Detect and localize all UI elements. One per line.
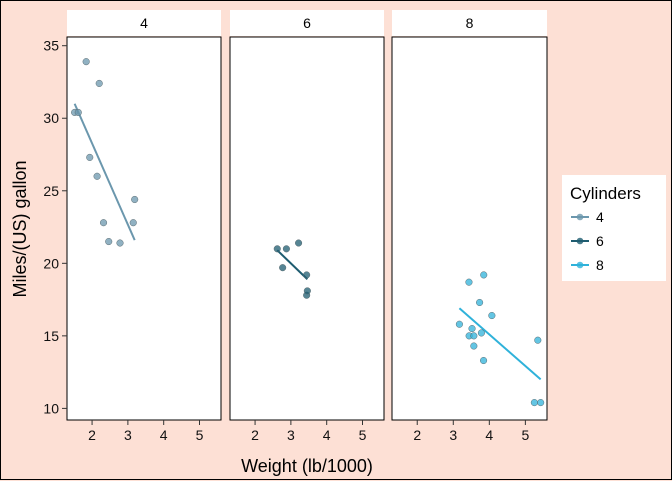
data-point: [534, 336, 542, 344]
data-point: [477, 329, 485, 337]
data-point: [488, 311, 496, 320]
x-axis-title: Weight (lb/1000): [241, 456, 373, 476]
legend-label: 6: [596, 233, 604, 249]
y-tick-label: 15: [43, 328, 59, 344]
x-tick-label: 5: [196, 427, 204, 443]
data-point: [273, 245, 281, 253]
x-tick-label: 5: [359, 427, 367, 443]
x-tick-label: 2: [251, 427, 259, 443]
trend-line-8: [458, 307, 542, 381]
data-point: [131, 195, 139, 204]
legend-key-point: [576, 237, 584, 245]
facet-strip-6: [230, 10, 384, 36]
data-point: [455, 320, 463, 328]
facet-strip-label: 4: [140, 15, 148, 31]
y-tick-label: 35: [43, 38, 59, 54]
x-tick-label: 4: [323, 427, 331, 443]
data-point: [470, 342, 478, 350]
data-point: [537, 399, 545, 407]
x-tick-label: 2: [88, 427, 96, 443]
data-point: [480, 271, 488, 279]
x-tick-label: 2: [413, 427, 421, 443]
data-point: [105, 238, 113, 246]
data-point: [303, 287, 311, 295]
legend-key-point: [576, 213, 584, 221]
legend-key-point: [576, 261, 584, 269]
data-point: [303, 271, 311, 279]
trend-line-4: [73, 103, 136, 241]
data-point: [93, 172, 101, 180]
x-tick-label: 5: [521, 427, 529, 443]
data-point: [282, 245, 290, 253]
trend-line-6: [276, 249, 309, 280]
x-tick-label: 3: [287, 427, 295, 443]
data-point: [74, 108, 82, 116]
facet-panel-4: [66, 36, 222, 421]
facet-panel-8: [391, 36, 548, 421]
y-tick-label: 30: [43, 110, 59, 126]
data-point: [95, 79, 103, 87]
data-point: [99, 219, 108, 227]
data-point: [279, 264, 287, 272]
y-tick-label: 10: [43, 400, 59, 416]
legend-label: 4: [596, 209, 604, 225]
data-point: [476, 298, 484, 307]
data-point: [468, 325, 476, 333]
data-point: [116, 239, 124, 247]
y-axis-title: Miles/(US) gallon: [10, 160, 30, 297]
facet-strip-4: [67, 10, 221, 36]
facet-panel-6: [229, 36, 385, 421]
facet-strip-8: [392, 10, 547, 36]
data-point: [465, 278, 473, 286]
legend-label: 8: [596, 257, 604, 273]
data-point: [295, 239, 303, 247]
x-tick-label: 4: [485, 427, 493, 443]
x-tick-label: 3: [124, 427, 132, 443]
legend-title: Cylinders: [570, 184, 641, 203]
data-point: [86, 153, 94, 161]
data-point: [129, 219, 137, 227]
data-point: [82, 58, 90, 66]
data-point: [530, 399, 538, 407]
data-point: [470, 332, 478, 340]
x-tick-label: 3: [449, 427, 457, 443]
y-tick-label: 25: [43, 183, 59, 199]
data-point: [480, 356, 488, 365]
facet-strip-label: 8: [466, 15, 474, 31]
facet-strip-label: 6: [303, 15, 311, 31]
y-tick-label: 20: [43, 255, 59, 271]
x-tick-label: 4: [160, 427, 168, 443]
